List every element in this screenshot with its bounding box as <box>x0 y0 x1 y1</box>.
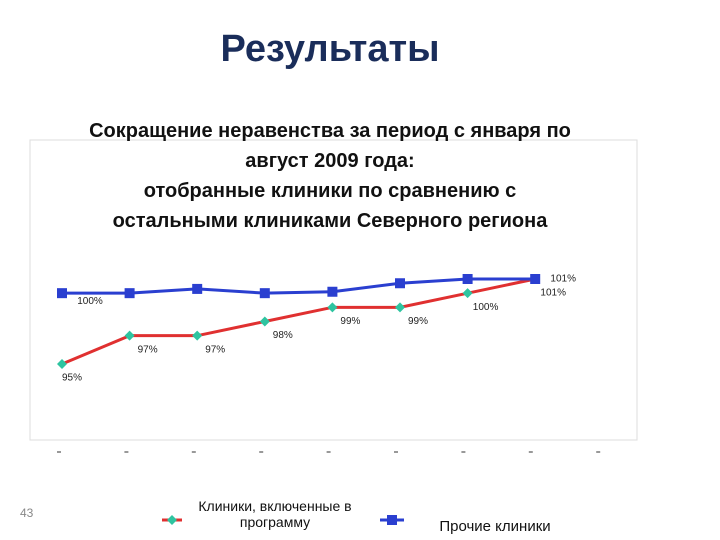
data-label: 97% <box>138 344 158 355</box>
data-label: 101% <box>550 274 576 285</box>
marker <box>259 316 270 327</box>
slide-number: 43 <box>20 506 34 520</box>
marker <box>327 302 338 313</box>
marker <box>327 286 338 297</box>
legend-label: Прочие клиники <box>439 518 551 535</box>
legend-label: Клиники, включенные в программу <box>198 498 352 530</box>
marker <box>57 359 67 369</box>
marker <box>124 288 135 299</box>
data-label: 99% <box>340 316 360 327</box>
legend-swatch <box>387 515 397 525</box>
data-label: 100% <box>473 302 499 313</box>
marker <box>259 288 270 299</box>
data-label: 100% <box>77 296 103 307</box>
marker <box>462 274 473 284</box>
marker <box>395 278 405 289</box>
slide-title: Результаты <box>220 28 440 70</box>
marker <box>192 283 203 294</box>
marker <box>57 288 67 299</box>
data-label: 98% <box>273 330 293 341</box>
series-line <box>62 277 536 295</box>
marker <box>395 302 405 313</box>
marker <box>124 330 135 341</box>
data-label: 101% <box>540 288 566 299</box>
chart-title: Сокращение неравенства за период с январ… <box>89 120 571 232</box>
data-label: 99% <box>408 316 428 327</box>
marker <box>192 330 203 341</box>
marker <box>462 288 473 299</box>
data-label: 97% <box>205 344 225 355</box>
data-label: 95% <box>62 373 82 384</box>
legend-swatch <box>167 515 177 525</box>
series-line <box>61 277 536 366</box>
marker <box>530 274 541 284</box>
